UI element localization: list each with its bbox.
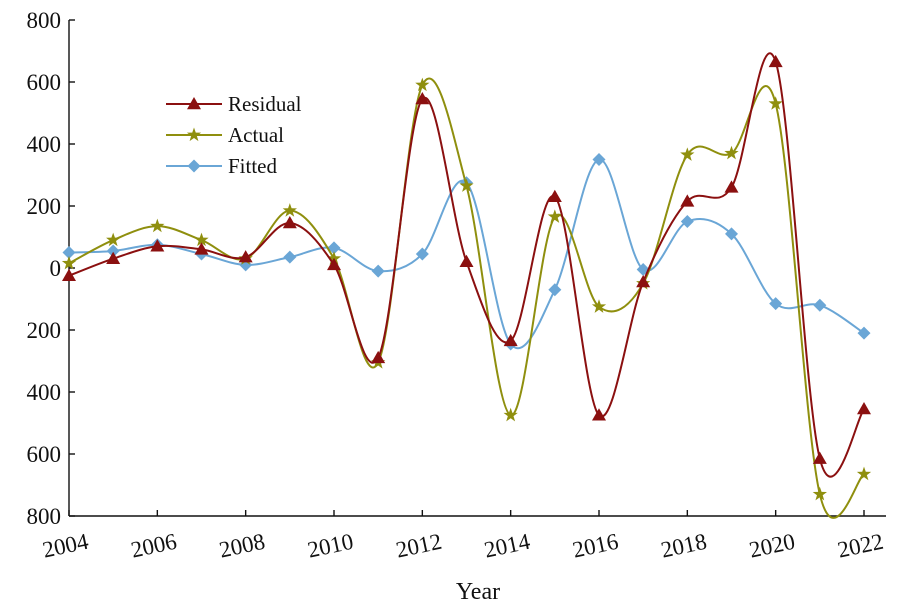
legend-item-residual: Residual: [166, 92, 302, 116]
actual-point: [724, 145, 739, 160]
residual-point: [724, 180, 739, 193]
fitted-point: [769, 297, 783, 311]
x-tick-label: 2022: [835, 529, 885, 563]
y-tick-label: 800: [27, 8, 62, 33]
residual-point: [106, 251, 121, 264]
residual-point: [62, 268, 76, 281]
actual-point: [856, 466, 872, 481]
actual-point: [106, 232, 121, 247]
x-tick-label: 2006: [129, 529, 179, 563]
legend-marker: [187, 97, 201, 110]
x-axis-ticks: 2004 2006 2008 2010 2012 2014 2016 2018 2020 2022: [40, 510, 886, 563]
residual-point: [680, 194, 695, 207]
legend-marker: [186, 127, 202, 142]
x-tick-label: 2004: [40, 529, 91, 563]
x-axis-title: Year: [456, 579, 500, 605]
x-tick-label: 2010: [305, 529, 355, 563]
y-tick-label: 400: [27, 132, 62, 157]
y-tick-label: 200: [27, 194, 62, 219]
actual-point: [503, 407, 518, 422]
legend-marker: [187, 159, 201, 173]
series-residual: [62, 52, 871, 478]
fitted-point: [106, 244, 120, 258]
axes: [68, 20, 886, 517]
actual-point: [415, 77, 430, 92]
residual-point: [636, 274, 651, 288]
fitted-point: [857, 326, 871, 340]
actual-point: [547, 209, 562, 223]
actual-point: [680, 147, 695, 161]
actual-point: [150, 218, 165, 233]
residual-point: [503, 333, 518, 347]
residual-point: [327, 257, 341, 271]
x-tick-label: 2018: [659, 529, 709, 563]
y-tick-label: 600: [27, 70, 62, 95]
residual-point: [282, 216, 297, 229]
residual-point: [371, 350, 386, 364]
fitted-point: [371, 264, 385, 278]
y-tick-label: 200: [27, 318, 62, 343]
actual-point: [812, 486, 827, 501]
residual-point: [459, 254, 474, 268]
fitted-point: [592, 153, 606, 166]
actual-point: [459, 178, 474, 192]
y-tick-label: 800: [27, 504, 62, 529]
residual-point: [238, 250, 253, 263]
x-tick-label: 2012: [394, 529, 444, 563]
x-tick-label: 2020: [747, 529, 797, 563]
actual-point: [591, 299, 607, 313]
legend: Residual Actual Fitted: [166, 92, 302, 178]
fitted-point: [680, 215, 694, 228]
residual-point: [768, 54, 783, 68]
residual-point: [194, 242, 209, 255]
actual-point: [61, 255, 77, 270]
legend-label: Actual: [228, 123, 284, 147]
fitted-point: [62, 246, 76, 259]
residual-point: [150, 239, 165, 252]
y-tick-label: 600: [27, 442, 62, 467]
legend-label: Fitted: [228, 154, 278, 178]
x-tick-label: 2008: [217, 529, 267, 563]
fitted-point: [283, 250, 297, 264]
x-tick-label: 2014: [482, 529, 533, 563]
residual-point: [592, 408, 606, 421]
fitted-point: [813, 298, 827, 312]
y-tick-label: 0: [50, 256, 62, 281]
actual-point: [768, 96, 783, 110]
x-tick-label: 2016: [570, 529, 620, 563]
legend-label: Residual: [228, 92, 302, 116]
y-tick-label: 400: [27, 380, 62, 405]
fitted-point: [415, 247, 429, 261]
legend-item-actual: Actual: [166, 123, 284, 147]
series-layer: [61, 52, 872, 519]
residual-point: [812, 451, 827, 464]
legend-item-fitted: Fitted: [166, 154, 278, 178]
fitted-point: [725, 227, 738, 241]
y-axis-ticks: 800 600 400 200 0 200 400 600 800: [27, 8, 75, 529]
series-actual: [61, 77, 872, 519]
residual-point: [547, 189, 562, 202]
fitted-point: [548, 283, 562, 297]
actual-point: [194, 232, 209, 247]
actual-point: [282, 203, 297, 217]
residual-point: [857, 402, 871, 415]
fitted-line: [68, 158, 865, 350]
residual-point: [415, 92, 430, 105]
fitted-point: [327, 241, 341, 255]
